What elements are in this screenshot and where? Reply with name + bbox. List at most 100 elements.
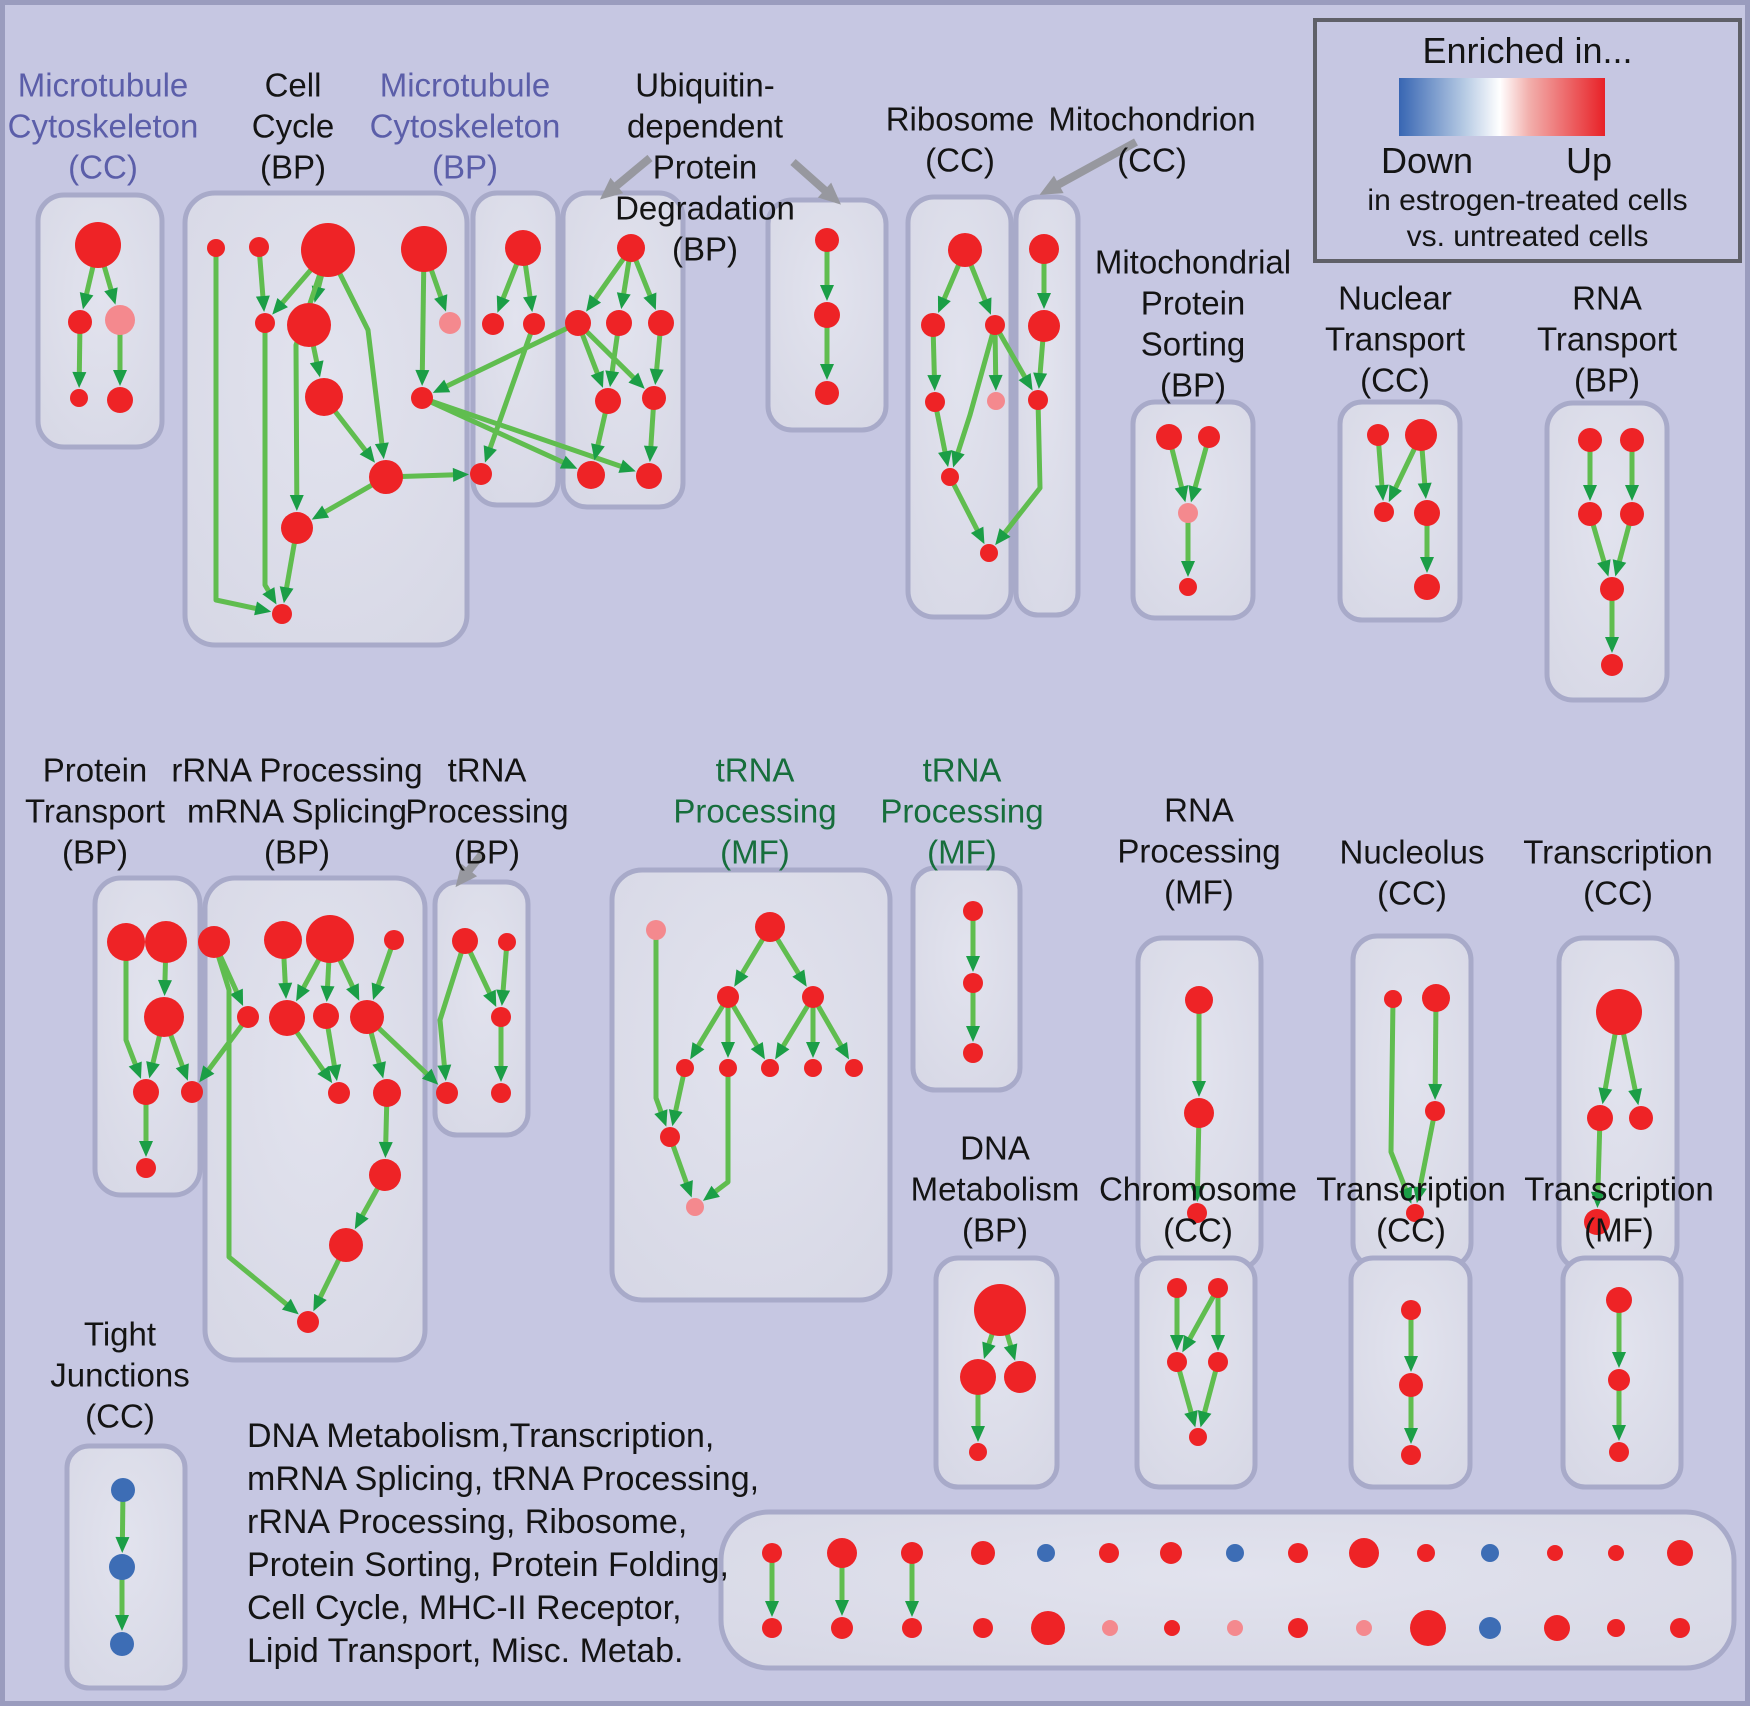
node-chrE [1189, 1428, 1207, 1446]
node-s14t [1608, 1545, 1624, 1561]
node-rrL [329, 1228, 363, 1262]
node-chrA [1167, 1278, 1187, 1298]
cluster-box-misc-strip [718, 1509, 1737, 1671]
cluster-box-mitochondrion [1013, 194, 1081, 618]
node-tmfD [676, 1059, 694, 1077]
cluster-label-14-line-1: tRNA [923, 752, 1002, 789]
node-ccL [272, 604, 292, 624]
cluster-label-20-line-1: Transcription [1316, 1171, 1506, 1208]
node-ptA [107, 923, 145, 961]
node-mtcc5 [107, 387, 133, 413]
node-chrC [1167, 1352, 1187, 1372]
node-s3b [902, 1618, 922, 1638]
cluster-label-11-line-3: (BP) [264, 834, 330, 871]
node-tm3A [1606, 1287, 1632, 1313]
node-ptB [145, 921, 187, 963]
edge-tmfP-tmfI [653, 930, 668, 1127]
node-mtcc3 [105, 305, 135, 335]
node-dnmB [960, 1359, 996, 1395]
node-ccJ [369, 460, 403, 494]
cluster-label-4-line-1: Ubiquitin- [635, 67, 774, 104]
cluster-label-8-line-1: Nuclear [1338, 280, 1452, 317]
node-tbpB [498, 933, 516, 951]
node-rpmC [1187, 1203, 1207, 1223]
cluster-label-14-line-2: Processing [880, 793, 1043, 830]
node-tmfF [761, 1059, 779, 1077]
edge-mitC-ribG [995, 399, 1043, 546]
cluster-label-2-line-2: Cycle [252, 108, 335, 145]
cluster-label-10-line-1: Protein [43, 752, 148, 789]
annotation-line-5: Cell Cycle, MHC-II Receptor, [247, 1589, 682, 1627]
cluster-label-17-line-1: Transcription [1523, 834, 1713, 871]
node-tmfA [755, 912, 785, 942]
node-ribC [985, 315, 1005, 335]
cluster-label-10-line-2: Transport [25, 793, 165, 830]
node-ccI [411, 387, 433, 409]
node-ubX [636, 463, 662, 489]
cluster-label-11-line-2: mRNA Splicing [187, 793, 407, 830]
node-s7b [1164, 1620, 1180, 1636]
node-ribE [987, 392, 1005, 410]
cluster-label-1-line-3: (CC) [68, 149, 138, 186]
cluster-box-rna-transport [1544, 400, 1670, 703]
node-mtcc4 [70, 389, 88, 407]
node-ribG [980, 544, 998, 562]
node-tccD [1584, 1209, 1610, 1235]
cluster-label-22-line-3: (CC) [85, 1398, 155, 1435]
node-s3t [901, 1542, 923, 1564]
node-rpmB [1184, 1098, 1214, 1128]
node-ntB [1405, 419, 1437, 451]
node-rtB [1620, 428, 1644, 452]
node-nucC [1425, 1101, 1445, 1121]
node-dnmA [974, 1284, 1026, 1336]
cluster-label-18-line-2: Metabolism [911, 1171, 1080, 1208]
pointer-arrows [455, 138, 1138, 888]
node-tmfP [646, 920, 666, 940]
node-rrJ [373, 1079, 401, 1107]
node-s1b [762, 1618, 782, 1638]
cluster-label-12-line-1: tRNA [448, 752, 527, 789]
node-s12t [1481, 1544, 1499, 1562]
node-rrD [384, 930, 404, 950]
node-mpsC [1178, 503, 1198, 523]
edge-ccI-ubX [421, 395, 636, 473]
node-ubS [606, 310, 632, 336]
cluster-label-17-line-2: (CC) [1583, 875, 1653, 912]
node-s6t [1099, 1543, 1119, 1563]
node-s12b [1479, 1617, 1501, 1639]
cluster-label-1-line-2: Cytoskeleton [8, 108, 199, 145]
cluster-label-7-line-2: Protein [1141, 285, 1246, 322]
node-s5t [1037, 1544, 1055, 1562]
node-ribF [941, 468, 959, 486]
edge-tmfE-tmfJ [702, 1068, 731, 1201]
cluster-box-protein-transport [92, 875, 203, 1198]
node-mtbpM [505, 230, 541, 266]
legend-down-label: Down [1380, 140, 1474, 181]
cluster-label-5-line-1: Ribosome [886, 101, 1035, 138]
node-s9b [1288, 1618, 1308, 1638]
node-tmfI [660, 1127, 680, 1147]
node-tbpD [436, 1082, 458, 1104]
node-ub2b [814, 302, 840, 328]
node-ntD [1414, 500, 1440, 526]
node-rpmA [1185, 986, 1213, 1014]
node-ccG [439, 312, 461, 334]
node-ptF [136, 1158, 156, 1178]
edge-ubR-ccI [432, 320, 580, 393]
legend-up-label: Up [1565, 140, 1613, 181]
cluster-label-20-line-2: (CC) [1376, 1212, 1446, 1249]
node-s1t [762, 1543, 782, 1563]
node-ntA [1367, 424, 1389, 446]
node-dnmD [969, 1443, 987, 1461]
cluster-label-2-line-1: Cell [265, 67, 322, 104]
cluster-label-11-line-1: rRNA Processing [171, 752, 422, 789]
node-mitC [1028, 390, 1048, 410]
node-ptC [144, 997, 184, 1037]
node-rrI [328, 1082, 350, 1104]
node-mpsD [1179, 578, 1197, 596]
node-tjA [111, 1478, 135, 1502]
node-chrB [1208, 1278, 1228, 1298]
cluster-box-nuclear-transport [1337, 399, 1463, 623]
edge-ccC-ccJ [325, 248, 389, 460]
node-s13b [1544, 1615, 1570, 1641]
